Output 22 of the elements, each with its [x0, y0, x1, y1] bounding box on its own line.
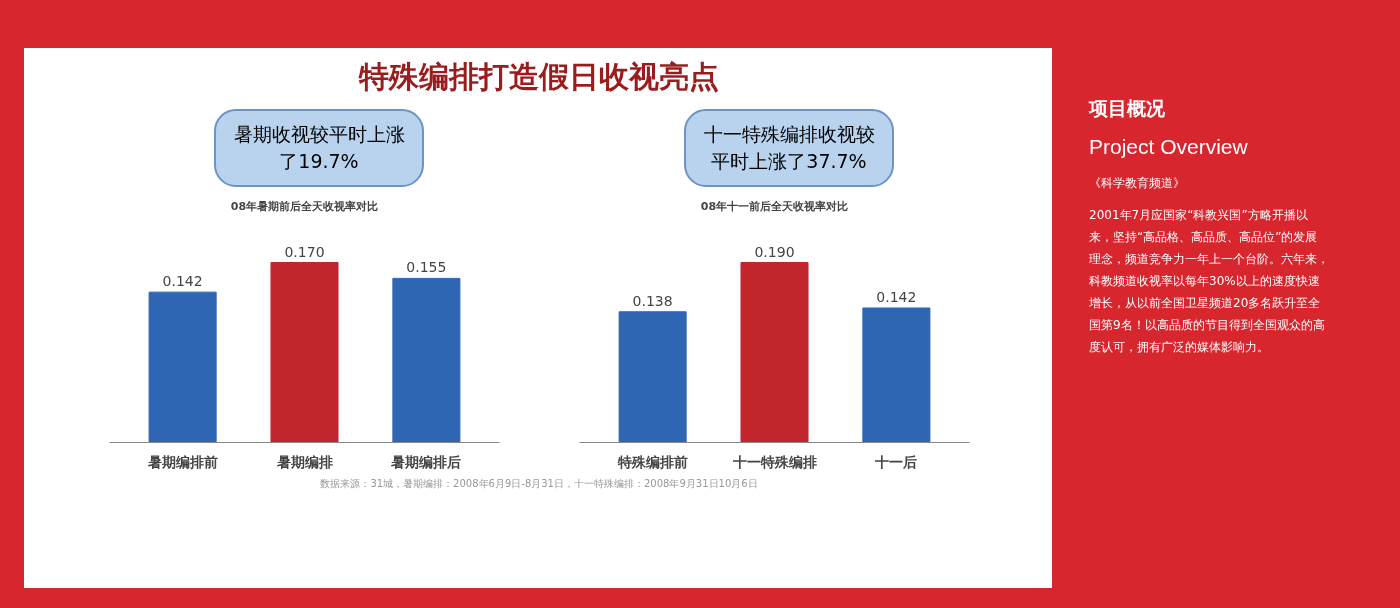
x-tick-label: 暑期编排后	[390, 453, 462, 470]
data-label: 0.142	[876, 289, 917, 306]
text: 特殊编排打造假日收视亮点	[359, 58, 719, 96]
x-tick-label: 暑期编排	[275, 453, 333, 470]
data-label: 0.170	[284, 243, 325, 260]
data-label: 0.142	[162, 273, 203, 290]
chart-title: 08年十一前后全天收视率对比	[700, 199, 849, 213]
text: 十一特殊编排收视较平时上涨了37.7%	[702, 121, 876, 174]
x-tick-label: 特殊编排前	[616, 453, 688, 470]
text: 《科学教育频道》	[1089, 175, 1185, 193]
chart-title: 08年暑期前后全天收视率对比	[230, 199, 379, 213]
text: 2001年7月应国家“科教兴国”方略开播以来，坚持“高品格、高品质、高品位”的发展理念，频道竞争力一年上一个台阶。六年来，科教频道收视率以每年30%以上的速度快速增长，从以前全国卫星频道20多名跃升至全国第9名！以高品质的节目得到全国观众的高度认可，拥有广泛的媒体影响力。	[1089, 207, 1329, 357]
x-tick-label: 十一后	[874, 453, 918, 470]
text: 项目概况	[1089, 96, 1165, 121]
x-tick-label: 暑期编排前	[146, 453, 218, 470]
source-note: 数据来源：31城，暑期编排：2008年6月9日-8月31日，十一特殊编排：2008年9月31日10月6日	[320, 477, 758, 492]
text: Project Overview	[1089, 134, 1248, 161]
text: 暑期收视较平时上涨了19.7%	[232, 121, 406, 174]
x-tick-label: 十一特殊编排	[731, 453, 817, 470]
data-label: 0.138	[632, 292, 673, 309]
data-label: 0.155	[406, 259, 447, 276]
data-label: 0.190	[754, 243, 795, 260]
